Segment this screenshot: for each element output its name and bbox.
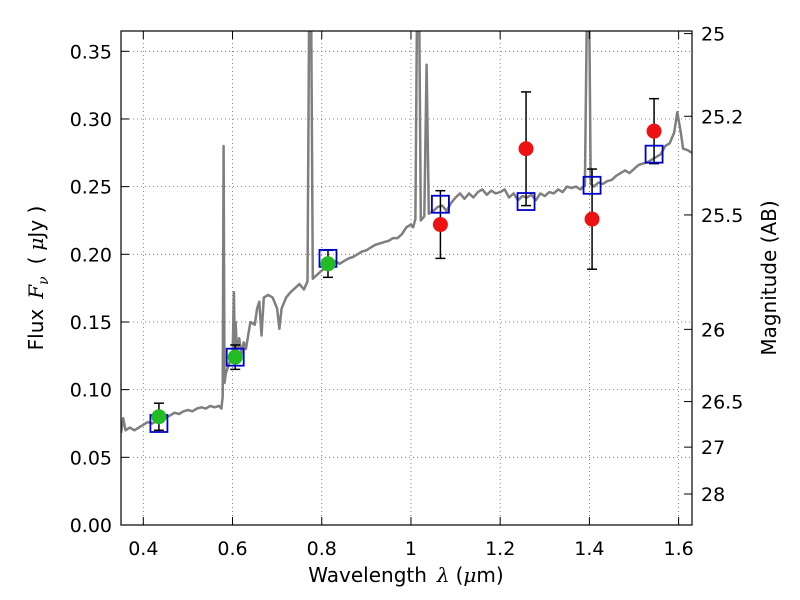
data-circle-point xyxy=(151,409,167,425)
x-tick-label: 1.6 xyxy=(664,538,694,560)
y-tick-label: 0.25 xyxy=(70,177,112,199)
y-tick-label: 0.20 xyxy=(70,244,112,266)
spectrum-line xyxy=(121,31,692,434)
model-square-point xyxy=(644,144,664,164)
y-tick-label: 0.15 xyxy=(70,312,112,334)
data-circle-point xyxy=(432,217,448,233)
x-tick-label: 1.2 xyxy=(485,538,515,560)
model-square-point xyxy=(431,194,450,214)
y2-tick-label: 26 xyxy=(701,319,725,341)
y-tick-label: 0.35 xyxy=(70,41,112,63)
y2-tick-label: 27 xyxy=(701,437,725,459)
data-circle-point xyxy=(320,256,336,272)
y2-tick-label: 28 xyxy=(701,484,725,506)
model-square-point xyxy=(516,192,536,211)
model-square-point xyxy=(225,347,245,367)
y2-tick-label: 26.5 xyxy=(701,392,743,414)
y2-tick-label: 25.2 xyxy=(701,106,743,128)
y-tick-label: 0.05 xyxy=(70,447,112,469)
y2-axis-ticks: 25 25.2 25.5 26 26.5 27 28 xyxy=(684,24,743,506)
data-circle-point xyxy=(646,123,662,139)
data-circle-point xyxy=(227,349,243,365)
y2-axis-label: Magnitude (AB) xyxy=(757,200,781,355)
x-tick-label: 0.4 xyxy=(128,538,158,560)
y2-tick-label: 25.5 xyxy=(701,205,743,227)
model-square-point xyxy=(582,175,602,195)
data-circle-point xyxy=(518,141,534,157)
x-tick-label: 1.4 xyxy=(574,538,604,560)
x-tick-label: 0.6 xyxy=(217,538,247,560)
template-spectrum xyxy=(121,31,692,434)
y-tick-label: 0.10 xyxy=(70,380,112,402)
x-axis-ticks: 0.4 0.6 0.8 1 1.2 1.4 1.6 xyxy=(128,31,694,560)
x-axis-label: Wavelength λ (μm) xyxy=(308,563,503,587)
y-axis-label: FluxFν(μJy ) xyxy=(24,206,52,351)
plot-frame xyxy=(120,30,693,526)
y-axis-ticks: 0.00 0.05 0.10 0.15 0.20 0.25 0.30 0.35 xyxy=(70,41,129,537)
data-circle-point xyxy=(584,211,600,227)
y-tick-label: 0.00 xyxy=(70,515,112,537)
x-tick-label: 1 xyxy=(405,538,417,560)
x-tick-label: 0.8 xyxy=(307,538,337,560)
data-markers xyxy=(149,123,664,433)
y-tick-label: 0.30 xyxy=(70,109,112,131)
y2-tick-label: 25 xyxy=(701,24,725,46)
